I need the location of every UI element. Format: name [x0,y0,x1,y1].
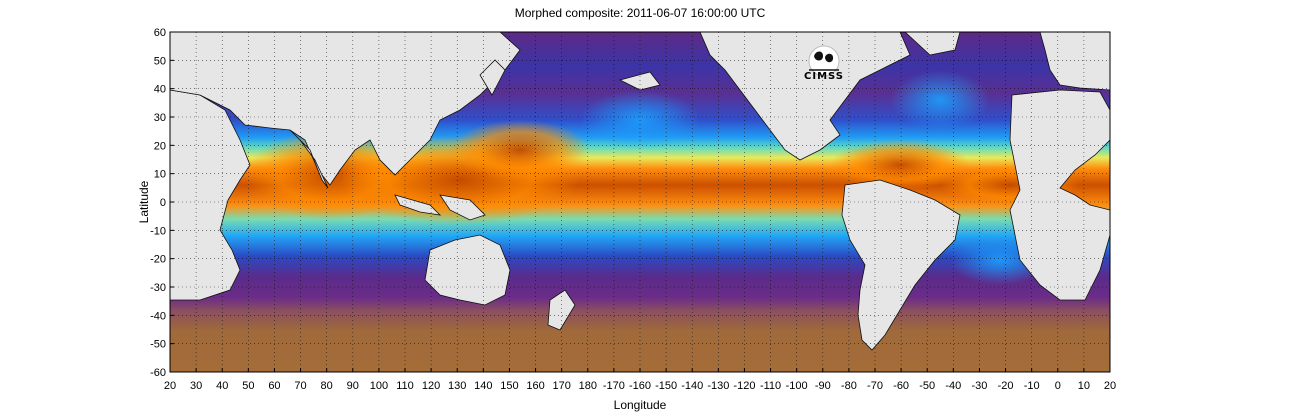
x-tick-label: -30 [971,380,987,392]
y-axis-ticks: 60 50 40 30 20 10 0 -10 -20 -30 -40 -50 -60 [150,27,174,379]
logo-text: CIMSS [804,71,844,82]
x-tick-label: -160 [629,380,651,392]
x-tick-label: 150 [500,380,518,392]
x-tick-label: 90 [347,380,359,392]
y-tick-label: -10 [150,225,166,237]
x-axis-label: Longitude [613,398,667,412]
x-tick-label: -150 [655,380,677,392]
x-tick-label: 140 [474,380,492,392]
cimss-logo: CIMSS [801,44,847,84]
australia-landmass [424,234,511,306]
x-tick-label: 0 [1055,380,1061,392]
y-tick-label: -30 [150,282,166,294]
y-tick-label: -60 [150,367,166,379]
y-tick-label: 30 [154,112,166,124]
land-masses [170,32,1110,351]
north-america-landmass [699,32,911,161]
y-axis-label: Latitude [137,180,151,224]
x-axis-ticks: 20 30 40 50 60 70 80 90 100 110 120 130 140 150 160 170… [164,368,1116,392]
y-tick-label: 50 [154,55,166,67]
x-tick-label: 170 [552,380,570,392]
chart-title: Morphed composite: 2011-06-07 16:00:00 U… [514,6,766,20]
x-tick-label: -60 [893,380,909,392]
x-tick-label: 40 [216,380,228,392]
x-tick-label: -10 [1024,380,1040,392]
x-tick-label: 110 [396,380,414,392]
x-tick-label: 20 [164,380,176,392]
x-tick-label: -110 [760,380,781,392]
x-tick-label: 50 [242,380,254,392]
x-tick-label: -170 [603,380,625,392]
x-tick-label: -140 [681,380,703,392]
x-tick-label: 80 [321,380,333,392]
x-tick-label: 180 [579,380,597,392]
x-tick-label: 70 [294,380,306,392]
africa-landmass [1009,89,1110,301]
x-tick-label: -70 [867,380,883,392]
x-tick-label: -130 [707,380,729,392]
y-tick-label: 60 [154,27,166,39]
y-tick-label: 40 [154,84,166,96]
x-tick-label: -50 [919,380,935,392]
y-tick-label: -20 [150,254,166,266]
grid-lines [170,32,1110,372]
x-tick-label: 120 [422,380,440,392]
x-tick-label: 130 [448,380,466,392]
y-tick-label: -50 [150,339,166,351]
y-tick-label: -40 [150,310,166,322]
x-tick-label: 10 [1078,380,1090,392]
x-tick-label: -100 [786,380,808,392]
x-tick-label: 60 [268,380,280,392]
x-tick-label: -20 [998,380,1014,392]
x-tick-label: 20 [1104,380,1116,392]
eurasia-landmass [170,32,521,186]
x-tick-label: 100 [370,380,388,392]
y-tick-label: 10 [154,169,166,181]
x-tick-label: 160 [526,380,544,392]
x-tick-label: -40 [945,380,961,392]
x-tick-label: 30 [190,380,202,392]
y-tick-label: 0 [160,197,166,209]
x-tick-label: -120 [733,380,755,392]
y-tick-label: 20 [154,140,166,152]
x-tick-label: -80 [841,380,857,392]
x-tick-label: -90 [815,380,831,392]
